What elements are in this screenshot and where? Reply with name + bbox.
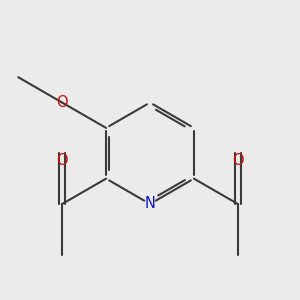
Text: O: O: [56, 95, 68, 110]
Text: N: N: [145, 196, 155, 211]
Text: O: O: [56, 153, 68, 168]
Text: O: O: [232, 153, 244, 168]
